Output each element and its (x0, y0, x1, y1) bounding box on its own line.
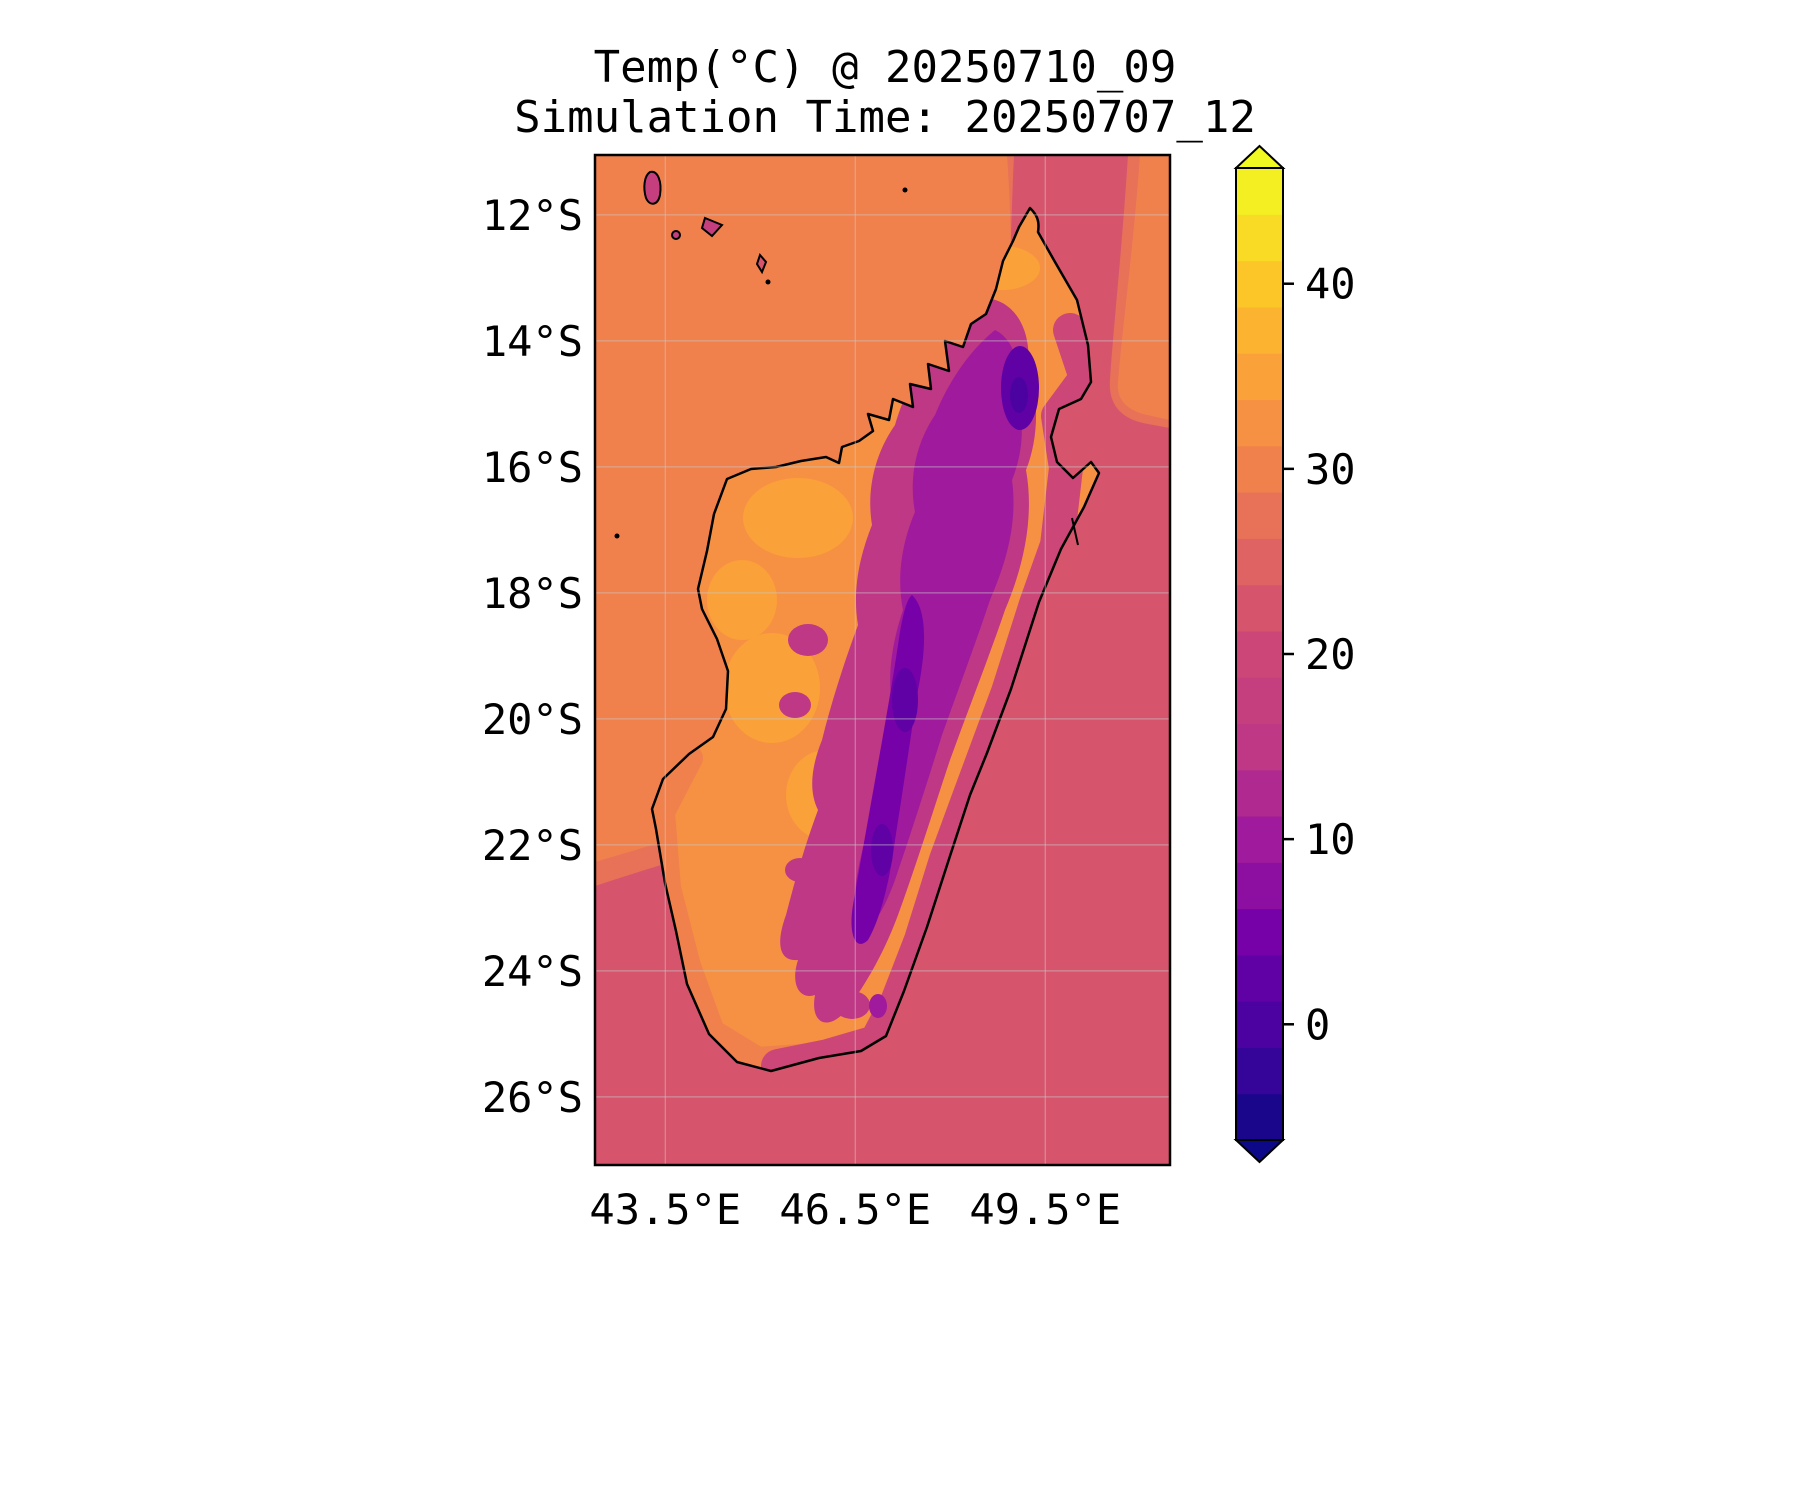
colorbar-bands (1236, 168, 1283, 1141)
south-purple-spot (869, 994, 887, 1018)
colorbar-band (1236, 816, 1283, 863)
colorbar-band (1236, 214, 1283, 262)
colorbar-band (1236, 677, 1283, 725)
colorbar-band (1236, 862, 1283, 910)
colorbar: 0 10 20 30 40 (1233, 144, 1356, 1164)
colorbar-band (1236, 954, 1283, 1002)
longitude-tick-label: 49.5°E (969, 1185, 1121, 1234)
colorbar-tick-label: 30 (1305, 445, 1356, 494)
latitude-tick-label: 18°S (482, 569, 583, 618)
colorbar-tick-label: 40 (1305, 260, 1356, 309)
sainte-marie-island (1071, 517, 1079, 546)
figure-title: Temp(°C) @ 20250710_09 (594, 42, 1177, 93)
island-hot-patches (707, 246, 1040, 840)
map-panel (595, 155, 1170, 1165)
longitude-tick-labels: 43.5°E 46.5°E 49.5°E (589, 1185, 1121, 1234)
colorbar-band (1236, 769, 1283, 817)
latitude-tick-label: 26°S (482, 1073, 583, 1122)
colorbar-band (1236, 353, 1283, 401)
tsaratanana-massif-core (1010, 377, 1028, 413)
colorbar-band (1236, 908, 1283, 956)
colorbar-band (1236, 445, 1283, 493)
latitude-tick-label: 24°S (482, 947, 583, 996)
anjouan-island (700, 216, 724, 238)
grande-comore-island (643, 170, 662, 205)
colorbar-band (1236, 723, 1283, 771)
graticule-gridlines (595, 155, 1170, 1165)
latitude-tick-label: 20°S (482, 695, 583, 744)
colorbar-band (1236, 630, 1283, 678)
latitude-tick-label: 16°S (482, 443, 583, 492)
longitude-tick-label: 46.5°E (779, 1185, 931, 1234)
southwest-coastal-band (652, 745, 828, 1071)
colorbar-tick-label: 0 (1305, 1000, 1330, 1049)
colorbar-band (1236, 260, 1283, 308)
colorbar-band (1236, 492, 1283, 539)
coldest-spots (871, 668, 918, 876)
islet-speck-2 (902, 187, 908, 193)
madagascar-coastline (650, 206, 1101, 1073)
colorbar-band (1236, 1047, 1283, 1095)
colorbar-band (1236, 399, 1283, 447)
latitude-tick-label: 22°S (482, 821, 583, 870)
madagascar-temperature-field (652, 208, 1099, 1071)
figure-subtitle: Simulation Time: 20250707_12 (514, 92, 1256, 143)
colorbar-ticks: 0 10 20 30 40 (1283, 260, 1356, 1049)
colorbar-band (1236, 306, 1283, 354)
small-islands (614, 170, 1079, 546)
latitude-tick-label: 12°S (482, 191, 583, 240)
magenta-satellite-patches (779, 624, 870, 1019)
latitude-tick-label: 14°S (482, 317, 583, 366)
colorbar-tick-label: 10 (1305, 815, 1356, 864)
mayotte-island (755, 253, 768, 275)
islet-speck-3 (614, 533, 620, 539)
colorbar-tick-label: 20 (1305, 630, 1356, 679)
moheli-island (671, 230, 681, 240)
latitude-tick-labels: 12°S 14°S 16°S 18°S 20°S 22°S 24°S 26°S (482, 191, 583, 1122)
plot-border (593, 153, 1172, 1167)
colorbar-band (1236, 168, 1283, 215)
longitude-tick-label: 43.5°E (589, 1185, 741, 1234)
colorbar-band (1236, 1093, 1283, 1141)
islet-speck-1 (765, 279, 771, 285)
colorbar-band (1236, 1001, 1283, 1049)
colorbar-band (1236, 584, 1283, 632)
colorbar-band (1236, 538, 1283, 586)
